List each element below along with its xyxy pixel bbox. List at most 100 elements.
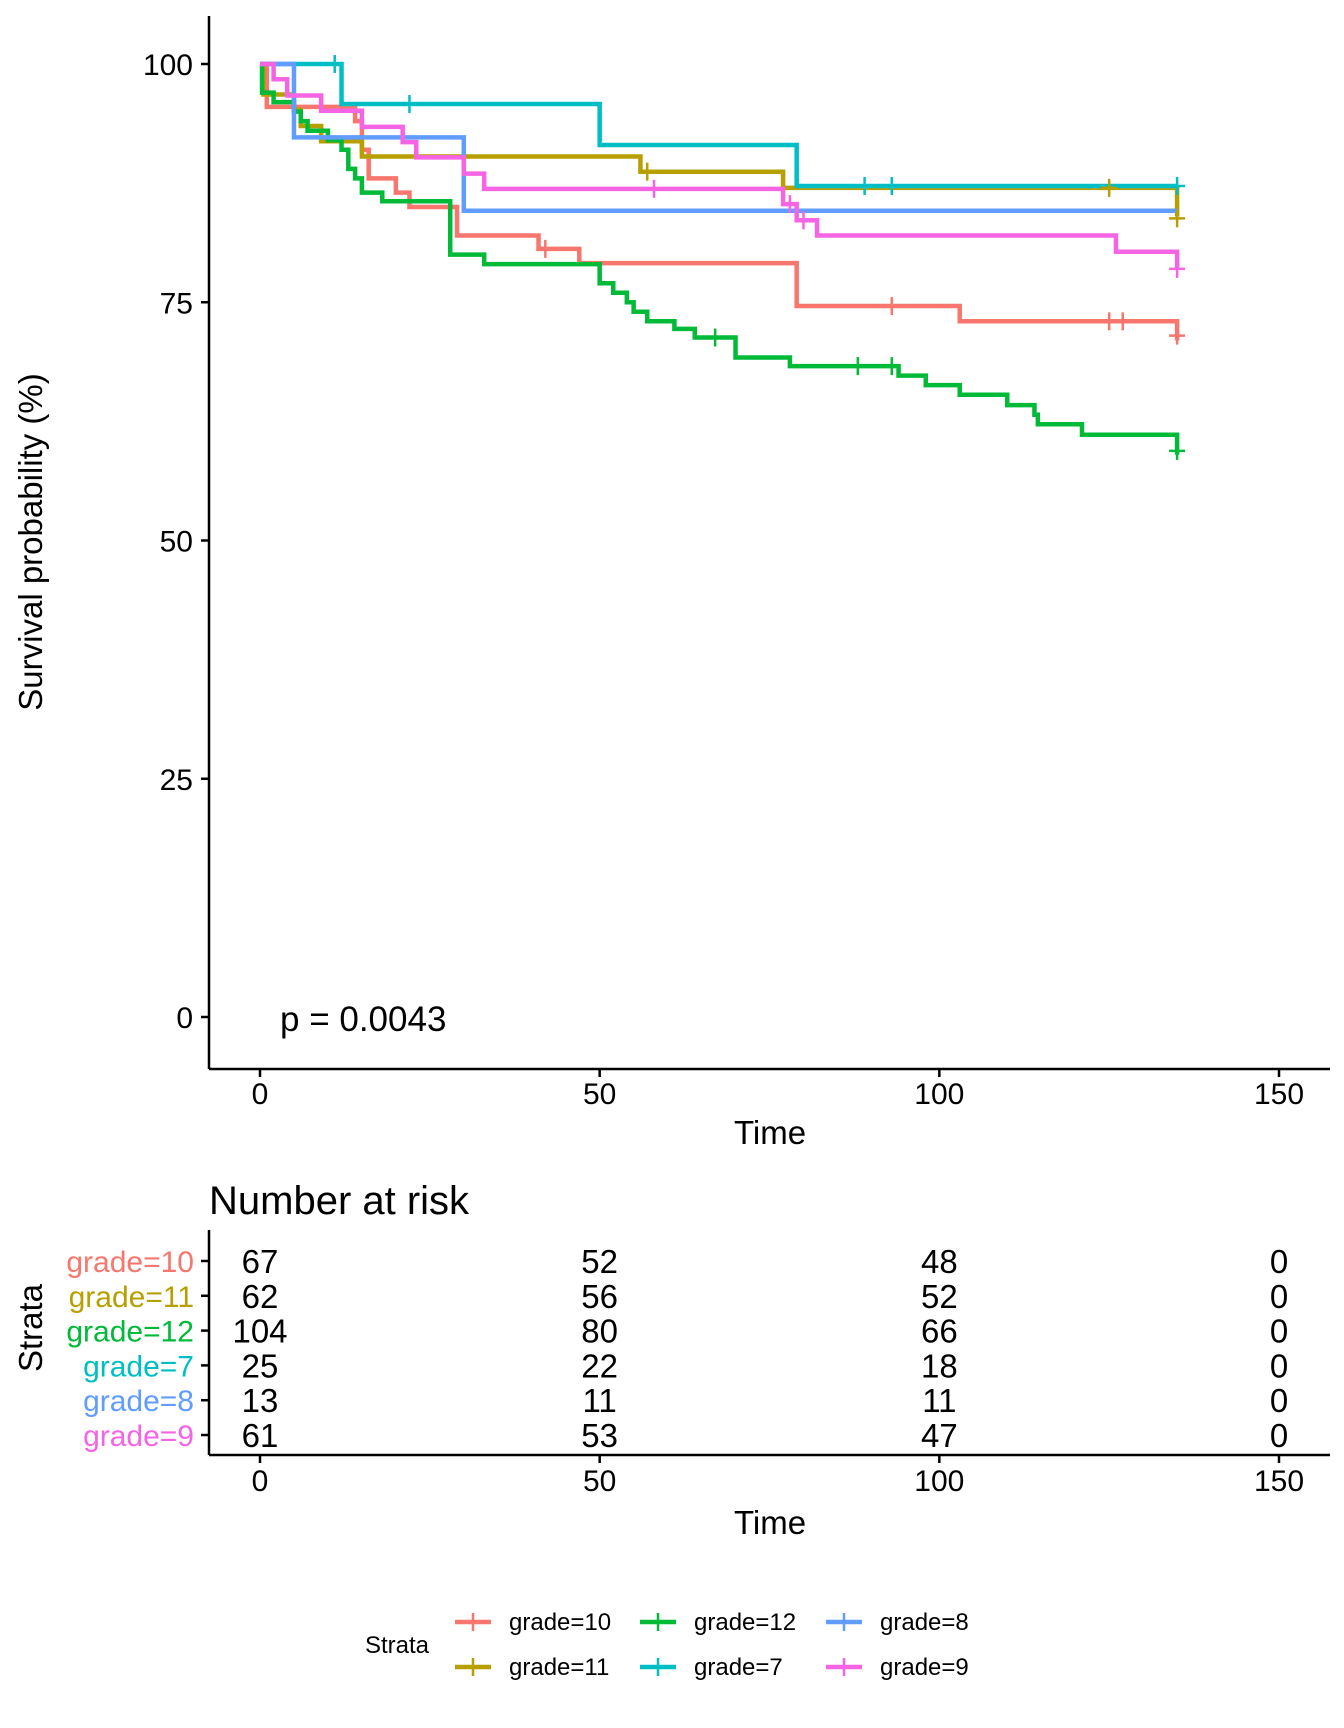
risk-x-tick-label: 50 [583,1465,616,1498]
legend-key-grade-12 [640,1613,676,1631]
risk-cell-grade-9: 0 [1270,1417,1288,1454]
legend-item-grade-7: grade=7 [640,1654,783,1681]
legend-label-grade-11: grade=11 [509,1654,609,1681]
censor-mark-grade-7 [401,95,418,114]
survival-curve-grade-12 [259,61,1180,455]
risk-cell-grade-11: 56 [581,1278,618,1315]
legend-item-grade-10: grade=10 [455,1609,611,1636]
censor-mark-grade-12 [1169,441,1186,460]
risk-table-strata-labels: grade=10grade=11grade=12grade=7grade=8gr… [66,1246,209,1453]
legend-key-grade-11 [455,1658,491,1676]
legend-title: Strata [365,1632,430,1659]
risk-cell-grade-8: 11 [922,1382,956,1419]
risk-cell-grade-8: 13 [242,1382,279,1419]
risk-cell-grade-8: 0 [1270,1382,1288,1419]
y-axis-label: Survival probability (%) [12,373,49,710]
risk-cell-grade-11: 52 [921,1278,958,1315]
legend-key-grade-9 [826,1658,862,1676]
survival-curve-grade-9 [260,61,1180,269]
legend-item-grade-8: grade=8 [826,1609,969,1636]
legend-item-grade-11: grade=11 [455,1654,609,1681]
strata-label-grade-8: grade=8 [83,1385,194,1418]
censor-mark-grade-10 [1114,312,1131,331]
x-axis-ticks: 0 50 100 150 [252,1069,1304,1111]
censor-marks [326,55,1186,460]
strata-label-grade-11: grade=11 [69,1281,194,1314]
censor-mark-grade-11 [639,162,656,181]
risk-cell-grade-12: 66 [921,1313,958,1350]
censor-mark-grade-11 [1169,209,1186,228]
censor-mark-grade-9 [1169,259,1186,278]
y-tick-label: 25 [160,764,193,797]
x-axis-label: Time [734,1114,806,1151]
y-tick-label: 75 [160,287,193,320]
risk-cell-grade-8: 11 [583,1382,617,1419]
risk-cell-grade-10: 67 [242,1243,279,1280]
risk-x-tick-label: 150 [1254,1465,1304,1498]
x-tick-label: 150 [1254,1078,1304,1111]
censor-mark-grade-7 [883,176,900,195]
censor-mark-grade-9 [795,211,812,230]
legend-key-grade-7 [640,1658,676,1676]
x-tick-label: 100 [914,1078,964,1111]
censor-mark-grade-7 [1169,176,1186,195]
censor-mark-grade-10 [883,297,900,316]
risk-table-x-axis-ticks: 0 50 100 150 [252,1455,1304,1498]
x-tick-label: 50 [583,1078,616,1111]
censor-mark-grade-7 [326,55,343,73]
censor-mark-grade-12 [707,328,724,347]
risk-cell-grade-7: 18 [921,1347,958,1384]
strata-label-grade-7: grade=7 [83,1350,194,1383]
risk-cell-grade-10: 52 [581,1243,618,1280]
y-axis-ticks: 0 25 50 75 100 [143,49,209,1035]
censor-mark-grade-12 [883,357,900,376]
risk-cell-grade-10: 0 [1270,1243,1288,1280]
y-tick-label: 50 [160,526,193,559]
legend-label-grade-9: grade=9 [880,1654,969,1681]
risk-table-title: Number at risk [209,1179,470,1223]
risk-cell-grade-11: 62 [242,1278,279,1315]
censor-mark-grade-10 [1169,326,1186,345]
risk-table-y-axis-label: Strata [12,1283,49,1372]
censor-mark-grade-10 [1101,312,1118,331]
legend-label-grade-12: grade=12 [694,1609,796,1636]
risk-cell-grade-12: 80 [581,1313,618,1350]
risk-cell-grade-11: 0 [1270,1278,1288,1315]
risk-cell-grade-7: 0 [1270,1347,1288,1384]
legend-label-grade-10: grade=10 [509,1609,611,1636]
risk-table-x-axis-label: Time [734,1504,806,1541]
y-tick-label: 0 [176,1002,193,1035]
risk-cell-grade-7: 25 [242,1347,279,1384]
risk-cell-grade-7: 22 [581,1347,618,1384]
risk-cell-grade-12: 0 [1270,1313,1288,1350]
legend-label-grade-7: grade=7 [694,1654,783,1681]
risk-cell-grade-9: 47 [921,1417,958,1454]
censor-mark-grade-11 [1101,178,1118,197]
risk-x-tick-label: 0 [252,1465,269,1498]
legend-label-grade-8: grade=8 [880,1609,969,1636]
x-tick-label: 0 [252,1078,269,1111]
strata-label-grade-10: grade=10 [66,1246,194,1279]
risk-cell-grade-9: 53 [581,1417,618,1454]
survival-curves [259,61,1180,455]
censor-mark-grade-7 [856,176,873,195]
legend-key-grade-8 [826,1613,862,1631]
legend-key-grade-10 [455,1613,491,1631]
risk-cell-grade-10: 48 [921,1243,958,1280]
survival-curve-grade-11 [260,61,1180,217]
survival-plot: 0 25 50 75 100 0 50 100 150 Time Survival proba… [12,16,1330,1151]
y-tick-label: 100 [143,49,193,82]
legend: Strata grade=10grade=11grade=12grade=7gr… [365,1609,969,1681]
risk-cell-grade-12: 104 [232,1313,287,1350]
survival-curve-grade-7 [260,61,1178,189]
censor-mark-grade-9 [646,179,663,198]
censor-mark-grade-10 [537,239,554,258]
legend-items: grade=10 grade=11 grade=12 grade=7 grade=8 gr… [455,1609,969,1681]
legend-item-grade-12: grade=12 [640,1609,796,1636]
censor-mark-grade-9 [781,195,798,214]
p-value-annotation: p = 0.0043 [280,1000,446,1039]
strata-label-grade-12: grade=12 [66,1316,194,1349]
